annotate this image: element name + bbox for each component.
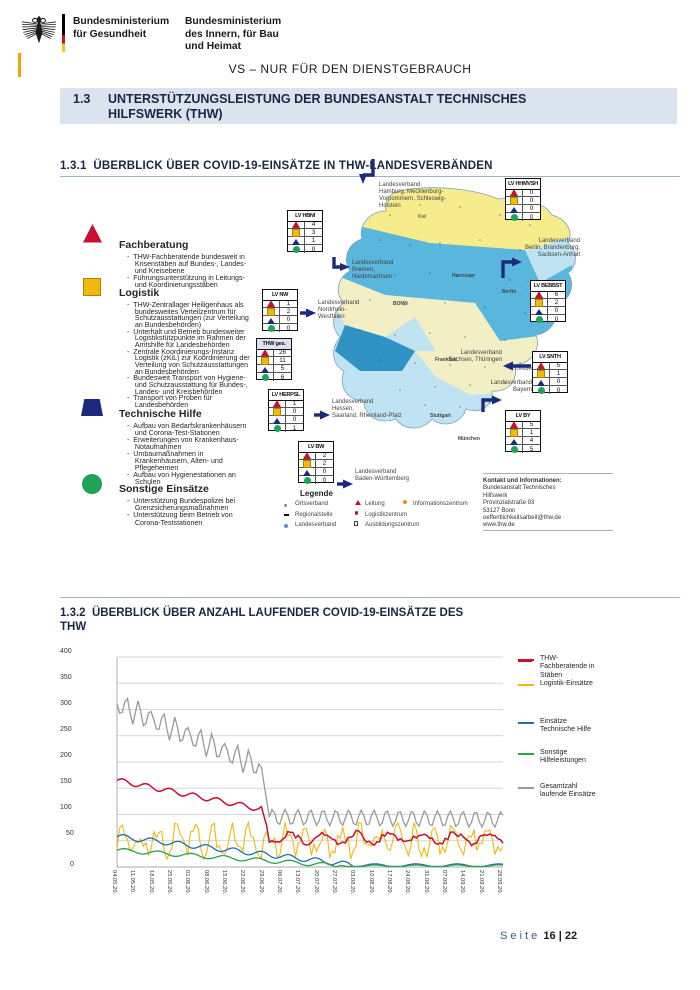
svg-text:Kiel: Kiel — [418, 214, 426, 220]
svg-text:Berlin: Berlin — [502, 289, 516, 295]
svg-text:München: München — [458, 436, 480, 442]
